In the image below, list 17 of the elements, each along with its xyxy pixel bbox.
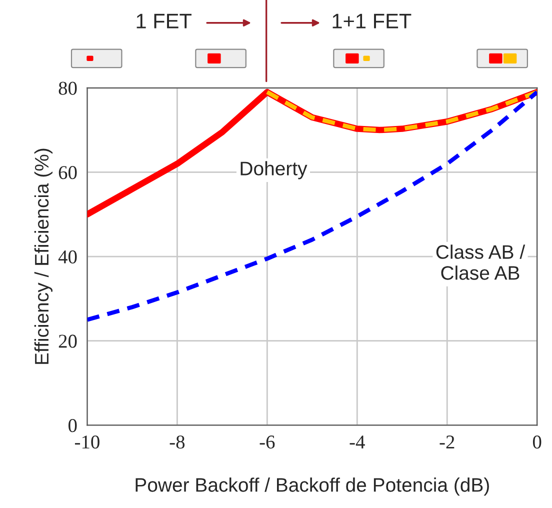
x-tick-label: -6 [260, 436, 275, 449]
y-axis-title: Efficiency / Eficiencia (%) [34, 148, 52, 364]
annotation: Class AB / Clase AB [436, 244, 526, 280]
x-tick-label: -2 [440, 436, 454, 448]
x-tick-label: -4 [350, 436, 365, 448]
annotation: Doherty [240, 161, 308, 180]
y-tick-label: 20 [58, 334, 77, 348]
x-tick-label: 0 [532, 435, 542, 449]
text: 1 FET [136, 14, 192, 28]
text: 1+1 FET [332, 14, 412, 28]
x-axis-title: Power Backoff / Backoff de Potencia (dB) [136, 478, 489, 496]
y-tick-label: 80 [58, 82, 77, 95]
y-tick-label: 0 [68, 419, 77, 432]
y-tick-label: 40 [58, 250, 77, 264]
x-tick-label: -10 [74, 435, 100, 449]
x-tick-label: -8 [170, 435, 185, 449]
y-tick-label: 60 [58, 166, 77, 180]
